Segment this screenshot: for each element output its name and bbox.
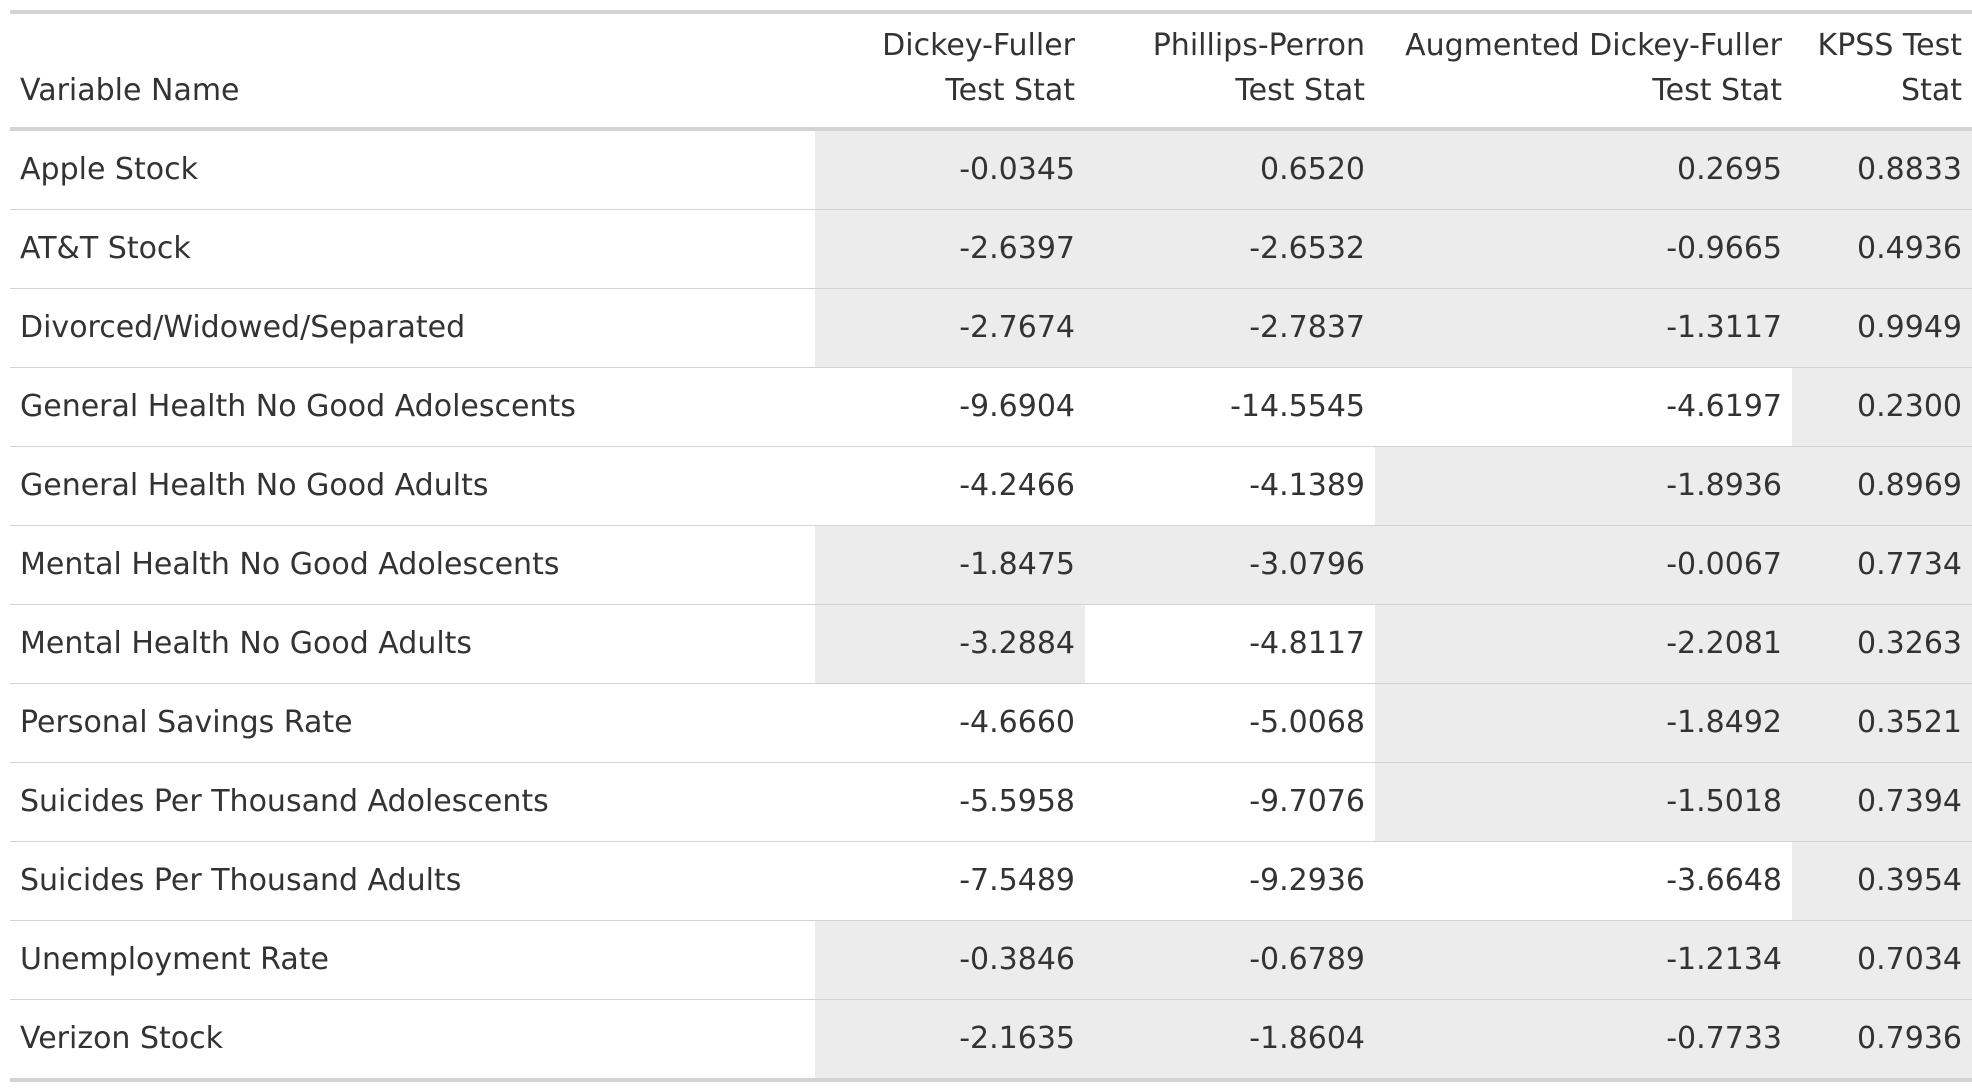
cell-augmented-dickey-fuller: -2.2081 <box>1375 604 1792 684</box>
stationarity-test-table: Variable Name Dickey-Fuller Test Stat Ph… <box>10 10 1972 1082</box>
cell-phillips-perron: -9.7076 <box>1249 784 1365 819</box>
cell-kpss: 0.4936 <box>1792 209 1972 289</box>
cell-augmented-dickey-fuller: -4.6197 <box>1666 389 1782 424</box>
cell-augmented-dickey-fuller: -1.2134 <box>1375 920 1792 1000</box>
cell-dickey-fuller: -2.7674 <box>815 288 1085 368</box>
cell-augmented-dickey-fuller: -1.3117 <box>1375 288 1792 368</box>
cell-phillips-perron: -0.6789 <box>1085 920 1375 1000</box>
cell-kpss: 0.7394 <box>1792 762 1972 842</box>
cell-phillips-perron: -4.1389 <box>1249 468 1365 503</box>
cell-dickey-fuller: -9.6904 <box>959 389 1075 424</box>
cell-kpss: 0.8833 <box>1792 129 1972 210</box>
cell-kpss: 0.2300 <box>1792 367 1972 447</box>
cell-kpss: 0.3954 <box>1792 841 1972 921</box>
cell-variable-name: Verizon Stock <box>20 1021 223 1056</box>
cell-augmented-dickey-fuller: -0.9665 <box>1375 209 1792 289</box>
cell-variable-name: General Health No Good Adolescents <box>20 389 576 424</box>
cell-variable-name: Personal Savings Rate <box>20 705 353 740</box>
cell-dickey-fuller: -4.2466 <box>959 468 1075 503</box>
cell-phillips-perron: -2.6532 <box>1085 209 1375 289</box>
table-row: General Health No Good Adolescents -9.690… <box>10 367 1972 447</box>
cell-kpss: 0.7034 <box>1792 920 1972 1000</box>
cell-dickey-fuller: -1.8475 <box>815 525 1085 605</box>
cell-kpss: 0.7734 <box>1792 525 1972 605</box>
cell-kpss: 0.8969 <box>1792 446 1972 526</box>
header-kpss: KPSS Test Stat <box>1817 28 1962 108</box>
cell-phillips-perron: -14.5545 <box>1230 389 1365 424</box>
cell-kpss: 0.3521 <box>1792 683 1972 763</box>
cell-kpss: 0.3263 <box>1792 604 1972 684</box>
cell-variable-name: General Health No Good Adults <box>20 468 489 503</box>
header-variable-name: Variable Name <box>20 73 240 108</box>
table-row: Divorced/Widowed/Separated -2.7674 -2.7837… <box>10 288 1972 368</box>
table-row: Personal Savings Rate -4.6660 -5.0068 -1.84… <box>10 683 1972 763</box>
cell-dickey-fuller: -2.1635 <box>815 999 1085 1080</box>
cell-augmented-dickey-fuller: -1.8936 <box>1375 446 1792 526</box>
cell-variable-name: Unemployment Rate <box>20 942 329 977</box>
cell-dickey-fuller: -7.5489 <box>959 863 1075 898</box>
cell-kpss: 0.9949 <box>1792 288 1972 368</box>
cell-phillips-perron: -3.0796 <box>1085 525 1375 605</box>
table-row: Suicides Per Thousand Adolescents -5.5958… <box>10 762 1972 842</box>
table-row: Mental Health No Good Adults -3.2884 -4.81… <box>10 604 1972 684</box>
cell-variable-name: Apple Stock <box>20 152 198 187</box>
cell-augmented-dickey-fuller: -1.8492 <box>1375 683 1792 763</box>
cell-variable-name: Suicides Per Thousand Adolescents <box>20 784 549 819</box>
table-row: AT&T Stock -2.6397 -2.6532 -0.9665 0.4936 <box>10 209 1972 289</box>
table-row: Mental Health No Good Adolescents -1.8475… <box>10 525 1972 605</box>
table-row: General Health No Good Adults -4.2466 -4.1… <box>10 446 1972 526</box>
cell-dickey-fuller: -5.5958 <box>959 784 1075 819</box>
header-row: Variable Name Dickey-Fuller Test Stat Ph… <box>10 12 1972 129</box>
table-row: Unemployment Rate -0.3846 -0.6789 -1.2134 0.… <box>10 920 1972 1000</box>
cell-phillips-perron: -4.8117 <box>1249 626 1365 661</box>
cell-variable-name: AT&T Stock <box>20 231 191 266</box>
cell-variable-name: Divorced/Widowed/Separated <box>20 310 466 345</box>
cell-dickey-fuller: -0.0345 <box>815 129 1085 210</box>
cell-kpss: 0.7936 <box>1792 999 1972 1080</box>
cell-dickey-fuller: -3.2884 <box>815 604 1085 684</box>
cell-phillips-perron: -5.0068 <box>1249 705 1365 740</box>
cell-phillips-perron: -2.7837 <box>1085 288 1375 368</box>
cell-dickey-fuller: -2.6397 <box>815 209 1085 289</box>
cell-augmented-dickey-fuller: 0.2695 <box>1375 129 1792 210</box>
cell-phillips-perron: 0.6520 <box>1085 129 1375 210</box>
cell-augmented-dickey-fuller: -0.0067 <box>1375 525 1792 605</box>
cell-dickey-fuller: -4.6660 <box>959 705 1075 740</box>
table-row: Apple Stock -0.0345 0.6520 0.2695 0.8833 <box>10 129 1972 210</box>
cell-augmented-dickey-fuller: -1.5018 <box>1375 762 1792 842</box>
table-header: Variable Name Dickey-Fuller Test Stat Ph… <box>10 12 1972 129</box>
header-augmented-dickey-fuller: Augmented Dickey-Fuller Test Stat <box>1405 28 1782 108</box>
cell-variable-name: Mental Health No Good Adolescents <box>20 547 560 582</box>
cell-augmented-dickey-fuller: -0.7733 <box>1375 999 1792 1080</box>
header-phillips-perron: Phillips-Perron Test Stat <box>1152 28 1365 108</box>
table-row: Suicides Per Thousand Adults -7.5489 -9.29… <box>10 841 1972 921</box>
cell-variable-name: Mental Health No Good Adults <box>20 626 473 661</box>
table-row: Verizon Stock -2.1635 -1.8604 -0.7733 0.7936 <box>10 999 1972 1080</box>
cell-augmented-dickey-fuller: -3.6648 <box>1666 863 1782 898</box>
table-body: Apple Stock -0.0345 0.6520 0.2695 0.8833 AT&T… <box>10 129 1972 1080</box>
header-dickey-fuller: Dickey-Fuller Test Stat <box>882 28 1075 108</box>
cell-variable-name: Suicides Per Thousand Adults <box>20 863 462 898</box>
cell-phillips-perron: -9.2936 <box>1249 863 1365 898</box>
cell-phillips-perron: -1.8604 <box>1085 999 1375 1080</box>
cell-dickey-fuller: -0.3846 <box>815 920 1085 1000</box>
